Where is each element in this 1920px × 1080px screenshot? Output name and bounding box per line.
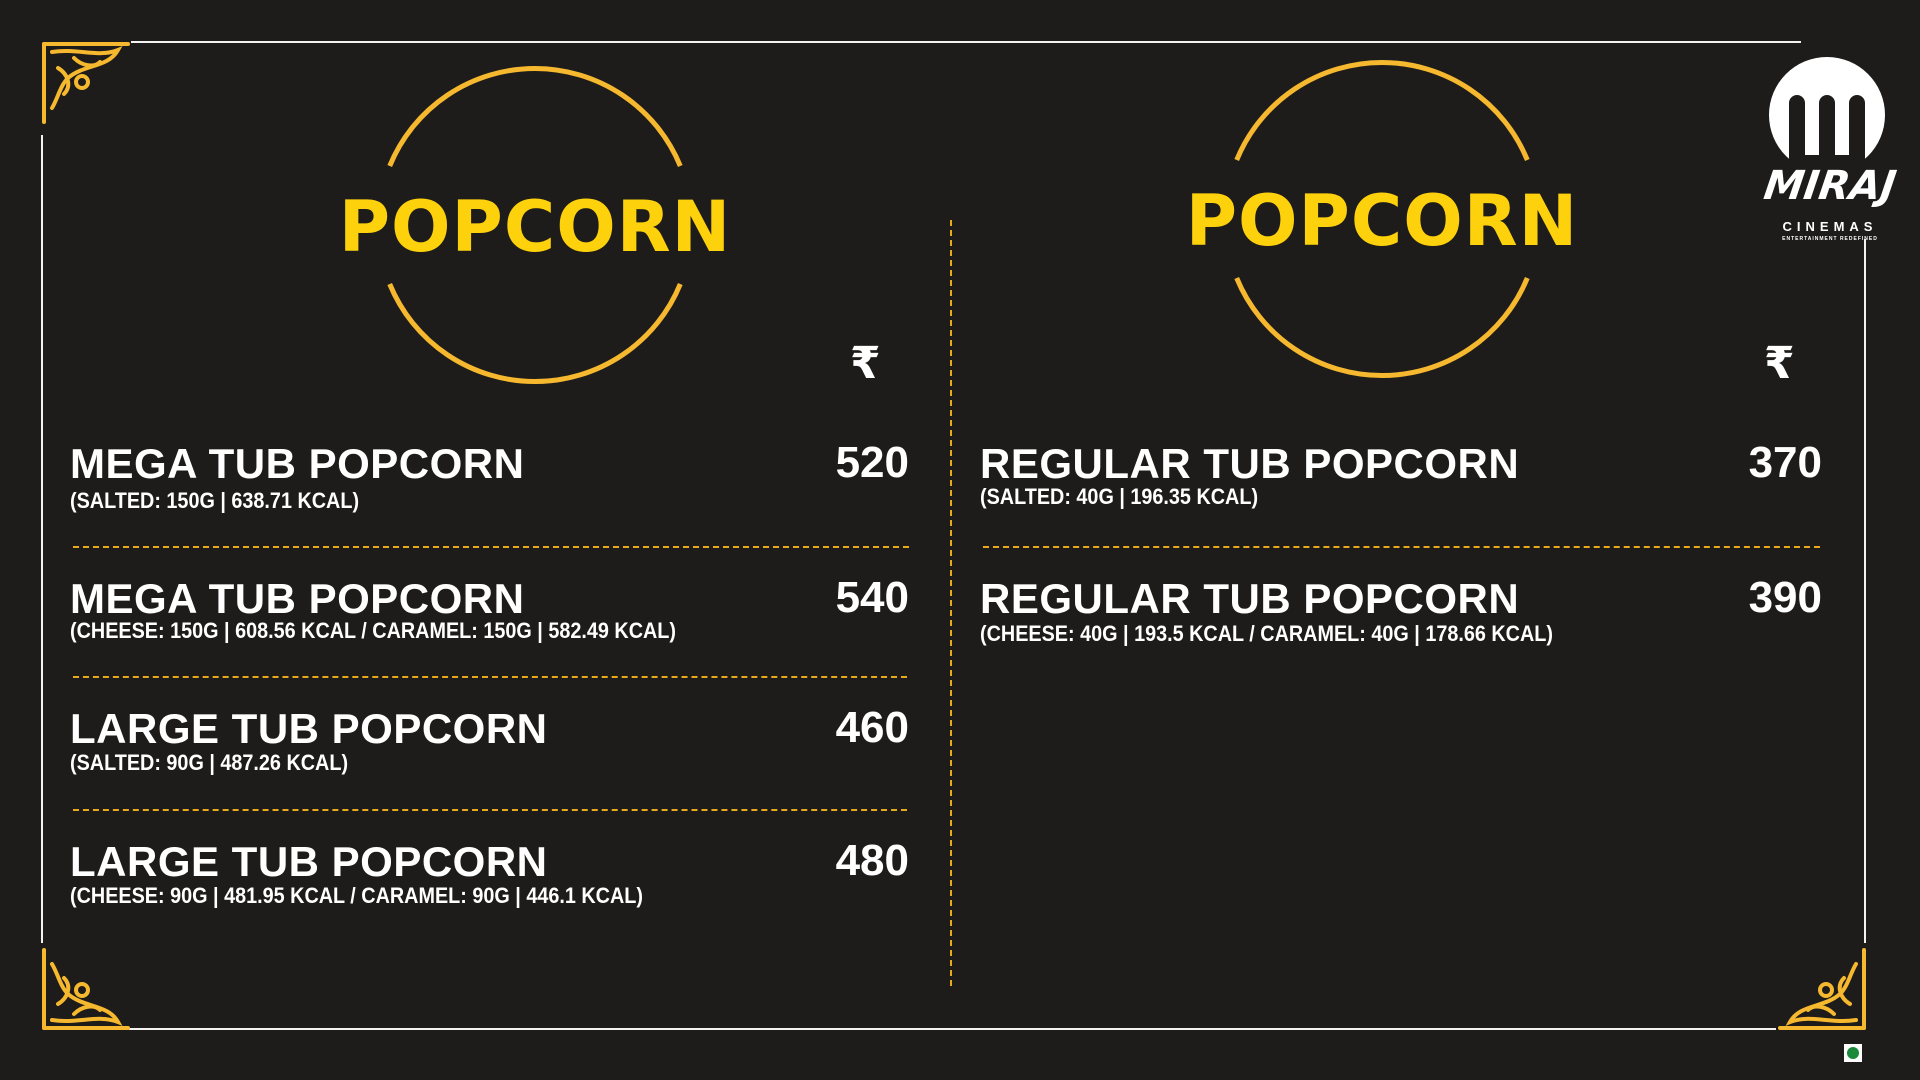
- item-separator: [73, 809, 907, 811]
- logo-mark-icon: [1769, 57, 1885, 175]
- frame-left: [41, 135, 43, 943]
- menu-item-price: 460: [835, 703, 909, 752]
- column-divider: [950, 220, 952, 986]
- menu-item-price: 390: [1748, 573, 1822, 622]
- menu-item-details: (SALTED: 150G | 638.71 KCAL): [70, 488, 360, 513]
- right-title-ring: [1234, 59, 1530, 379]
- left-title-ring: [387, 65, 683, 385]
- menu-item-details: (CHEESE: 40G | 193.5 KCAL / CARAMEL: 40G…: [980, 621, 1553, 646]
- menu-item-name: LARGE TUB POPCORN: [70, 838, 548, 885]
- frame-top: [131, 41, 1801, 43]
- frame-right: [1864, 239, 1866, 943]
- menu-item-price: 520: [835, 438, 909, 487]
- left-currency-symbol: ₹: [850, 338, 881, 389]
- menu-item-name: LARGE TUB POPCORN: [70, 705, 548, 752]
- menu-item-name: MEGA TUB POPCORN: [70, 575, 525, 622]
- menu-item-price: 480: [835, 836, 909, 885]
- menu-item-details: (CHEESE: 150G | 608.56 KCAL / CARAMEL: 1…: [70, 618, 677, 643]
- right-section-title: POPCORN: [1185, 180, 1579, 262]
- menu-item-details: (CHEESE: 90G | 481.95 KCAL / CARAMEL: 90…: [70, 883, 643, 908]
- menu-item-name: REGULAR TUB POPCORN: [980, 575, 1520, 622]
- miraj-cinemas-logo: MIRAJ CINEMAS ENTERTAINMENT REDEFINED: [1755, 55, 1905, 245]
- item-separator: [73, 546, 909, 548]
- corner-ornament-icon: [1778, 948, 1866, 1030]
- menu-item-name: REGULAR TUB POPCORN: [980, 440, 1520, 487]
- menu-item-price: 540: [835, 573, 909, 622]
- logo-brand: MIRAJ: [1761, 163, 1899, 209]
- item-separator: [983, 546, 1820, 548]
- item-separator: [73, 676, 907, 678]
- menu-item-price: 370: [1748, 438, 1822, 487]
- menu-item-name: MEGA TUB POPCORN: [70, 440, 525, 487]
- corner-ornament-icon: [42, 948, 130, 1030]
- corner-ornament-icon: [42, 42, 130, 124]
- frame-bottom: [129, 1028, 1776, 1030]
- logo-tagline: ENTERTAINMENT REDEFINED: [1782, 236, 1878, 242]
- logo-sub: CINEMAS: [1782, 219, 1878, 234]
- veg-indicator-icon: [1844, 1044, 1862, 1062]
- menu-item-details: (SALTED: 90G | 487.26 KCAL): [70, 750, 349, 775]
- menu-item-details: (SALTED: 40G | 196.35 KCAL): [980, 484, 1259, 509]
- right-currency-symbol: ₹: [1764, 338, 1795, 389]
- left-section-title: POPCORN: [338, 186, 732, 268]
